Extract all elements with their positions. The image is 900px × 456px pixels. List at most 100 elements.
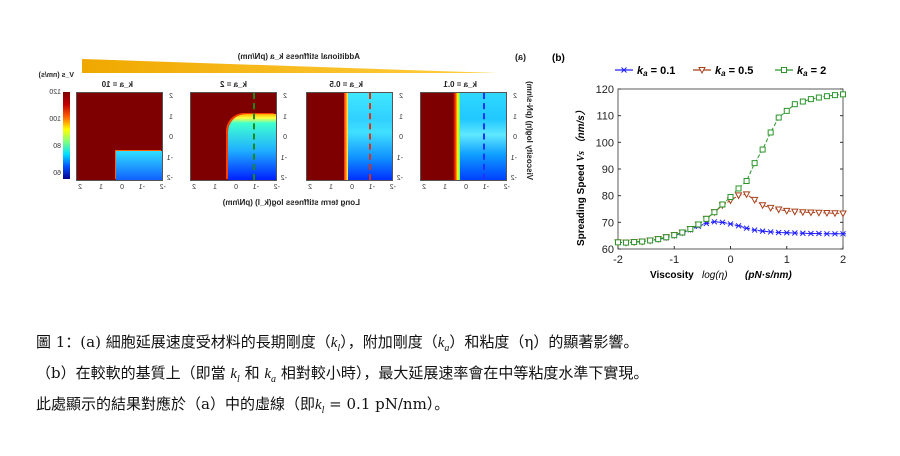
math-variable: ka [437, 335, 450, 354]
legend-marker [621, 67, 627, 73]
plot-frame [617, 88, 844, 250]
data-point [759, 146, 766, 153]
data-point [831, 92, 838, 99]
y-tick-label: 70 [602, 217, 614, 229]
data-point [823, 93, 830, 100]
data-point [735, 222, 742, 229]
data-point [719, 201, 726, 208]
data-point [799, 98, 806, 105]
x-tick-label: 2 [840, 254, 846, 266]
spreading-speed-chart: (b) 60 70 80 90 100 110 120 -2 -1 0 1 2 Viscosity log(… [552, 53, 847, 281]
data-point [687, 226, 694, 232]
x-tick-label: -2 [613, 254, 623, 266]
x-axis-units: (pN·s/nm) [745, 270, 792, 281]
data-point [807, 209, 815, 217]
data-point [711, 209, 718, 216]
data-point [815, 94, 822, 101]
data-point [703, 215, 710, 222]
series-line-2 [617, 93, 844, 244]
data-point [791, 101, 798, 108]
caption-line-2: （b）在較軟的基質上（即當 kl 和 ka 相對較小時），最大延展速率會在中等粘… [36, 361, 648, 392]
y-tick-label: 90 [602, 164, 614, 176]
data-point [679, 229, 686, 236]
y-tick-label: 120 [596, 84, 614, 96]
data-point [735, 185, 742, 192]
caption-text: （b）在較軟的基質上（即當 [36, 364, 231, 382]
caption-line-3: 此處顯示的結果對應於（a）中的虛線（即kl = 0.1 pN/nm）。 [36, 392, 648, 423]
data-point [734, 192, 743, 200]
data-point [655, 236, 662, 243]
data-point [840, 230, 846, 237]
data-point [663, 234, 670, 241]
caption-text: 圖 1：(a) 細胞延展速度受材料的長期剛度（ [36, 333, 331, 351]
data-point [766, 204, 775, 212]
x-tick-label: 1 [784, 254, 790, 266]
x-tick-label: -1 [669, 254, 679, 266]
x-axis-label: Viscosity [650, 270, 694, 281]
data-point [719, 219, 726, 226]
caption-text: ），附加剛度（ [340, 333, 438, 351]
legend-label: ka = 0.1 [637, 65, 675, 78]
y-tick-label: 110 [596, 111, 614, 123]
x-axis-math: log(η) [702, 270, 728, 281]
data-point [774, 206, 783, 214]
y-axis-label: Spreading Speed Vs （nm/s） [575, 105, 587, 246]
caption-text: 和 [239, 364, 265, 382]
data-point [639, 238, 646, 245]
legend-label: ka = 2 [797, 65, 826, 78]
data-point [790, 208, 799, 216]
data-point [751, 227, 758, 233]
data-point [791, 230, 798, 236]
data-point [743, 225, 750, 232]
caption-line-1: 圖 1：(a) 細胞延展速度受材料的長期剛度（kl），附加剛度（ka）和粘度（η… [36, 330, 648, 361]
panel-a-heatmaps: (a) Additional stiffness k_a (pN/nm) Vis… [30, 30, 540, 220]
panel-b-label: (b) [552, 53, 565, 64]
data-point [823, 210, 831, 218]
caption-text: = 0.1 pN/nm）。 [324, 395, 450, 413]
data-point [815, 209, 823, 217]
legend-marker [781, 67, 787, 73]
data-point [782, 207, 791, 215]
data-point [743, 178, 750, 184]
data-point [727, 194, 734, 200]
y-tick-label: 80 [602, 191, 614, 203]
caption-text: 相對較小時），最大延展速率會在中等粘度水準下實現。 [276, 364, 649, 382]
data-point [840, 91, 846, 98]
x-tick-label: 0 [727, 254, 733, 266]
math-variable: kl [330, 335, 341, 354]
data-point [767, 229, 774, 235]
caption-text: ）和粘度（η）的顯著影響。 [449, 333, 639, 351]
data-point [831, 230, 838, 237]
data-point [783, 107, 790, 114]
data-point [775, 229, 782, 236]
data-point [742, 191, 751, 199]
figure-caption: 圖 1：(a) 細胞延展速度受材料的長期剛度（kl），附加剛度（ka）和粘度（η… [36, 330, 648, 423]
legend-label: ka = 0.5 [715, 65, 753, 78]
y-tick-label: 60 [602, 244, 614, 256]
data-point [647, 237, 654, 244]
data-point [623, 239, 630, 246]
data-point [775, 114, 782, 121]
data-point [798, 209, 807, 217]
data-point [815, 230, 822, 237]
data-point [711, 218, 718, 225]
data-point [831, 210, 839, 218]
math-variable: kl [314, 397, 325, 416]
data-point [751, 160, 758, 167]
data-point [807, 230, 814, 237]
data-point [807, 96, 814, 103]
data-point [631, 239, 638, 246]
data-point [615, 239, 621, 246]
data-point [750, 196, 759, 204]
data-point [759, 228, 766, 234]
y-tick-label: 100 [596, 137, 614, 149]
data-point [758, 202, 767, 210]
math-variable: kl [230, 366, 240, 385]
data-point [767, 129, 774, 136]
caption-text: 此處顯示的結果對應於（a）中的虛線（即 [36, 395, 315, 413]
data-point [727, 221, 734, 227]
data-point [839, 210, 847, 218]
stiffness-wedge [82, 59, 498, 73]
data-point [799, 230, 806, 237]
legend-marker [698, 67, 706, 75]
